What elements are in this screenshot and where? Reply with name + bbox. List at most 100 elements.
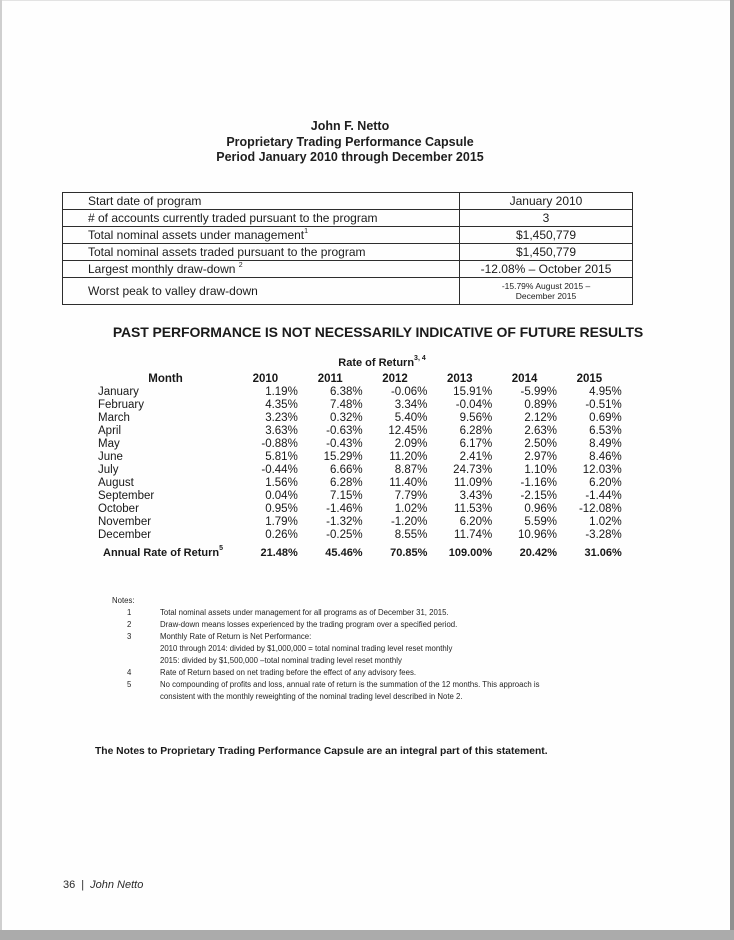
- year-column-header: 2011: [317, 373, 343, 385]
- note-number: 4: [127, 668, 132, 677]
- info-row-value: -15.79% August 2015 – December 2015: [459, 277, 633, 305]
- returns-row: August 1.56% 6.28% 11.40% 11.09% -1.16% 6.20%: [98, 477, 622, 490]
- info-row-label: # of accounts currently traded pursuant …: [62, 209, 460, 227]
- footnote-ref: 1: [304, 228, 309, 235]
- note-line: consistent with the monthly reweighting …: [160, 692, 463, 701]
- return-value: 8.49%: [589, 438, 622, 450]
- return-value: 1.56%: [265, 477, 298, 489]
- info-table-row: # of accounts currently traded pursuant …: [62, 209, 633, 227]
- annual-return-value: 109.00%: [448, 547, 493, 559]
- returns-row: March 3.23% 0.32% 5.40% 9.56% 2.12% 0.69%: [98, 412, 622, 425]
- returns-title-footnote-ref: 3, 4: [414, 355, 426, 363]
- return-value: 8.87%: [394, 464, 428, 476]
- return-value: 0.32%: [329, 412, 363, 424]
- return-value: 2.09%: [394, 438, 428, 450]
- return-value: 6.66%: [329, 464, 363, 476]
- return-value: 0.95%: [265, 503, 298, 515]
- return-value: 6.20%: [589, 477, 622, 489]
- return-value: 5.40%: [394, 412, 428, 424]
- return-value: 0.26%: [265, 529, 298, 541]
- return-value: 2.63%: [524, 425, 557, 437]
- info-table-body: Start date of program January 2010 # of ac…: [62, 192, 633, 305]
- month-label: June: [98, 451, 123, 463]
- month-label: September: [98, 490, 155, 502]
- returns-row: September 0.04% 7.15% 7.79% 3.43% -2.15% -1.44…: [98, 490, 622, 503]
- info-row-label: Start date of program: [62, 192, 460, 210]
- disclaimer-text: PAST PERFORMANCE IS NOT NECESSARILY INDI…: [112, 324, 644, 340]
- note-item: 4 Rate of Return based on net trading bef…: [112, 667, 540, 679]
- return-value: 6.28%: [329, 477, 363, 489]
- return-value: -1.44%: [585, 490, 622, 502]
- return-value: 2.97%: [524, 451, 557, 463]
- return-value: 10.96%: [517, 529, 557, 541]
- notes-heading: Notes:: [112, 596, 135, 605]
- info-table-row: Total nominal assets under management1 $1…: [62, 226, 633, 244]
- value-line: $1,450,779: [515, 228, 577, 242]
- returns-header-row: Month 2010 2011 2012 2013 2014 2015: [98, 373, 622, 386]
- return-value: 2.50%: [524, 438, 557, 450]
- returns-row: October 0.95% -1.46% 1.02% 11.53% 0.96% -12.08…: [98, 503, 622, 516]
- note-text: Draw-down means losses experienced by th…: [160, 619, 540, 631]
- info-row-value: -12.08% – October 2015: [459, 260, 633, 278]
- return-value: 11.20%: [389, 451, 428, 463]
- return-value: 0.96%: [524, 503, 557, 515]
- returns-row: April 3.63% -0.63% 12.45% 6.28% 2.63% 6.53%: [98, 425, 622, 438]
- return-value: 6.53%: [589, 425, 622, 437]
- annual-return-value: 31.06%: [584, 547, 622, 559]
- info-table-row: Largest monthly draw-down 2 -12.08% – Oct…: [62, 260, 633, 278]
- returns-row: May -0.88% -0.43% 2.09% 6.17% 2.50% 8.49%: [98, 438, 622, 451]
- return-value: -1.46%: [326, 503, 363, 515]
- title-author-line: John F. Netto: [310, 119, 390, 133]
- year-column-header: 2015: [576, 373, 603, 385]
- return-value: 3.63%: [265, 425, 298, 437]
- page-number: 36: [63, 879, 76, 891]
- return-value: 8.46%: [589, 451, 622, 463]
- info-row-label: Largest monthly draw-down 2: [62, 260, 460, 278]
- return-value: 12.03%: [582, 464, 622, 476]
- title-capsule-line: Proprietary Trading Performance Capsule: [226, 134, 474, 149]
- return-value: 0.69%: [589, 412, 622, 424]
- returns-row: November 1.79% -1.32% -1.20% 6.20% 5.59% 1.02%: [98, 516, 622, 529]
- annual-return-label: Annual Rate of Return5: [98, 545, 233, 560]
- return-value: 3.43%: [459, 490, 493, 502]
- return-value: 1.79%: [265, 516, 298, 528]
- return-value: 7.79%: [394, 490, 428, 502]
- note-number: 1: [127, 608, 132, 617]
- return-value: 11.09%: [454, 477, 493, 489]
- returns-row: January 1.19% 6.38% -0.06% 15.91% -5.99% 4.95%: [98, 386, 622, 399]
- return-value: -0.06%: [390, 386, 428, 398]
- return-value: 1.02%: [589, 516, 622, 528]
- return-value: 1.19%: [265, 386, 298, 398]
- value-line: January 2010: [509, 194, 583, 208]
- return-value: -0.88%: [261, 438, 298, 450]
- title-period-line: Period January 2010 through December 201…: [216, 150, 484, 164]
- annual-return-value: 20.42%: [519, 547, 557, 559]
- note-number: 5: [127, 680, 132, 689]
- month-label: January: [98, 386, 139, 398]
- info-row-value: 3: [459, 209, 633, 227]
- return-value: 1.10%: [524, 464, 557, 476]
- info-row-value: $1,450,779: [459, 226, 633, 244]
- note-line: 2015: divided by $1,500,000 –total nomin…: [160, 656, 402, 665]
- note-item: 3 Monthly Rate of Return is Net Performan…: [112, 631, 540, 667]
- note-number: 2: [127, 620, 132, 629]
- annual-label-text: Annual Rate of Return: [103, 547, 220, 559]
- return-value: -5.99%: [520, 386, 557, 398]
- return-value: 0.89%: [524, 399, 557, 411]
- info-row-value: $1,450,779: [459, 243, 633, 261]
- return-value: -0.63%: [326, 425, 363, 437]
- note-item: 2 Draw-down means losses experienced by t…: [112, 619, 540, 631]
- return-value: 24.73%: [453, 464, 493, 476]
- return-value: -1.32%: [326, 516, 363, 528]
- return-value: 6.28%: [459, 425, 493, 437]
- return-value: 11.53%: [454, 503, 493, 515]
- month-label: October: [98, 503, 139, 515]
- return-value: -0.04%: [455, 399, 493, 411]
- returns-section: Rate of Return3, 4 Month 2010 2011 2012 201…: [98, 355, 622, 560]
- program-info-table: Start date of program January 2010 # of ac…: [62, 192, 633, 305]
- return-value: 3.23%: [265, 412, 298, 424]
- page-edge-left: [0, 0, 2, 940]
- return-value: 2.12%: [524, 412, 557, 424]
- return-value: 0.04%: [265, 490, 298, 502]
- info-row-value: January 2010: [459, 192, 633, 210]
